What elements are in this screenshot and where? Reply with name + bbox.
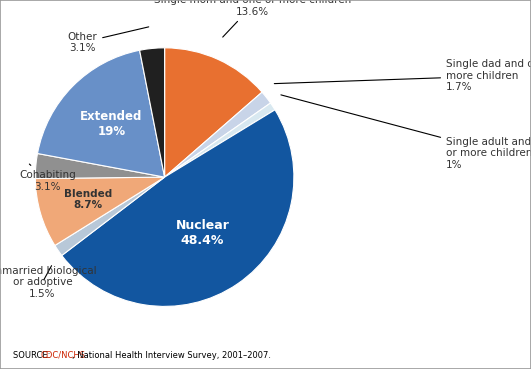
Text: , National Health Interview Survey, 2001–2007.: , National Health Interview Survey, 2001… xyxy=(72,351,271,360)
Text: Single dad and one or
more children
1.7%: Single dad and one or more children 1.7% xyxy=(275,59,531,92)
Text: CDC/NCHS: CDC/NCHS xyxy=(41,351,86,360)
Wedge shape xyxy=(165,92,271,177)
Text: Other
3.1%: Other 3.1% xyxy=(67,27,149,53)
Wedge shape xyxy=(165,48,262,177)
Wedge shape xyxy=(36,154,165,179)
Text: Cohabiting
3.1%: Cohabiting 3.1% xyxy=(20,164,76,192)
Wedge shape xyxy=(55,177,165,255)
Text: Single mom and one or more children
13.6%: Single mom and one or more children 13.6… xyxy=(153,0,351,37)
Wedge shape xyxy=(36,177,165,245)
Wedge shape xyxy=(140,48,165,177)
Text: Unmarried biological
or adoptive
1.5%: Unmarried biological or adoptive 1.5% xyxy=(0,266,97,299)
Text: Nuclear
48.4%: Nuclear 48.4% xyxy=(176,218,229,246)
Text: Extended
19%: Extended 19% xyxy=(80,110,142,138)
Text: Single adult and one
or more children
1%: Single adult and one or more children 1% xyxy=(281,95,531,170)
Wedge shape xyxy=(38,50,165,177)
Text: SOURCE:: SOURCE: xyxy=(13,351,53,360)
Wedge shape xyxy=(165,103,275,177)
Text: Blended
8.7%: Blended 8.7% xyxy=(64,189,112,210)
Wedge shape xyxy=(62,110,294,306)
